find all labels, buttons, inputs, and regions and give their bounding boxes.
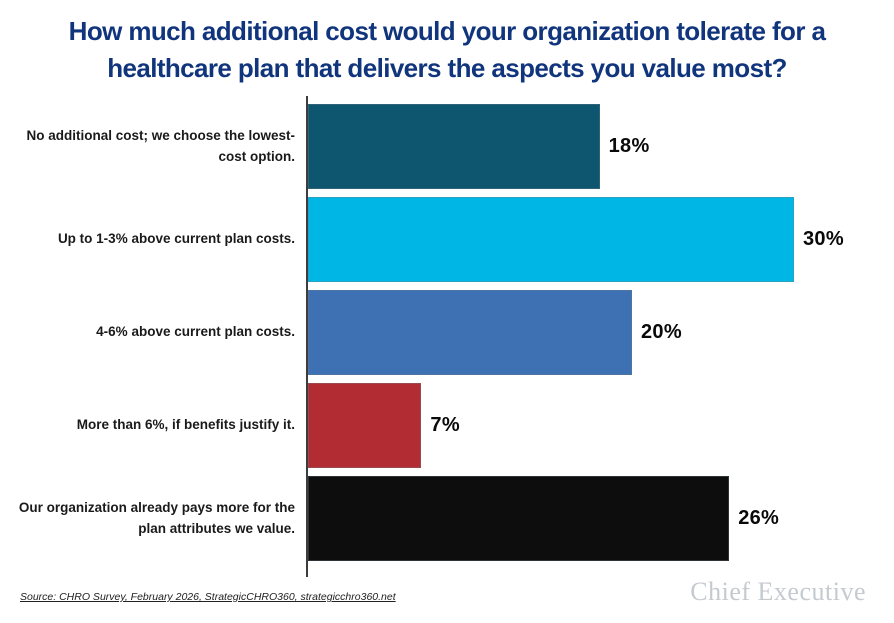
category-label: More than 6%, if benefits justify it. xyxy=(76,417,295,433)
value-label: 18% xyxy=(608,135,650,157)
bar xyxy=(308,383,422,468)
value-label: 30% xyxy=(803,228,844,250)
value-label: 26% xyxy=(738,507,780,529)
category-label: No additional cost; we choose the lowest… xyxy=(26,128,295,164)
bar xyxy=(308,290,632,375)
source-citation: Source: CHRO Survey, February 2026, Stra… xyxy=(20,591,396,603)
chart-title: How much additional cost would your orga… xyxy=(0,13,894,87)
chief-executive-logo: Chief Executive xyxy=(690,577,866,606)
chart-row: Up to 1-3% above current plan costs. 30% xyxy=(0,197,894,282)
chart-row: More than 6%, if benefits justify it. 7% xyxy=(0,383,894,468)
chart-rows: No additional cost; we choose the lowest… xyxy=(0,104,894,569)
category-label: Up to 1-3% above current plan costs. xyxy=(57,231,295,247)
value-label: 7% xyxy=(430,414,460,436)
bar xyxy=(308,104,600,189)
bar xyxy=(308,476,730,561)
category-label: 4-6% above current plan costs. xyxy=(96,324,295,340)
chart-row: Our organization already pays more for t… xyxy=(0,476,894,561)
chart-row: 4-6% above current plan costs. 20% xyxy=(0,290,894,375)
chart-title-line2: healthcare plan that delivers the aspect… xyxy=(107,53,787,83)
y-axis-line xyxy=(306,96,308,577)
category-label: Our organization already pays more for t… xyxy=(18,500,295,536)
chart-row: No additional cost; we choose the lowest… xyxy=(0,104,894,189)
bar xyxy=(308,197,794,282)
chart-title-line1: How much additional cost would your orga… xyxy=(68,16,826,46)
bar-chart: No additional cost; we choose the lowest… xyxy=(0,96,894,577)
value-label: 20% xyxy=(641,321,682,343)
